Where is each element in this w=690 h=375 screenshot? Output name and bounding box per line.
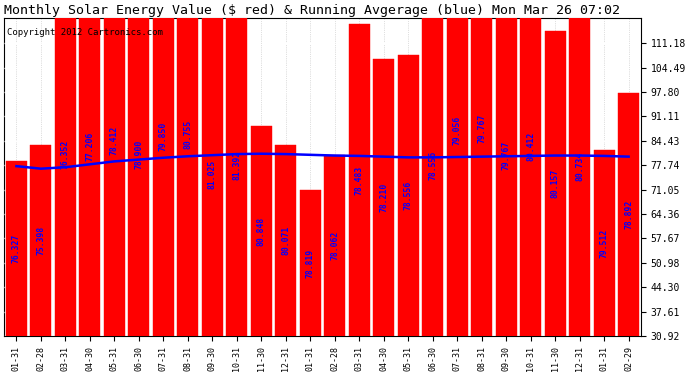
- Text: 75.398: 75.398: [37, 226, 46, 255]
- Text: 81.025: 81.025: [208, 160, 217, 189]
- Text: 78.556: 78.556: [428, 151, 437, 180]
- Bar: [251, 126, 272, 336]
- Bar: [226, 0, 247, 336]
- Text: 79.056: 79.056: [453, 116, 462, 146]
- Bar: [373, 59, 394, 336]
- Bar: [618, 93, 639, 336]
- Bar: [153, 0, 174, 336]
- Bar: [496, 0, 517, 336]
- Bar: [447, 0, 468, 336]
- Text: 78.412: 78.412: [110, 125, 119, 154]
- Text: 80.734: 80.734: [575, 152, 584, 181]
- Bar: [300, 190, 321, 336]
- Text: 80.412: 80.412: [526, 132, 535, 161]
- Text: 80.071: 80.071: [282, 226, 290, 255]
- Bar: [79, 0, 100, 336]
- Bar: [544, 32, 566, 336]
- Bar: [349, 24, 370, 336]
- Text: 79.767: 79.767: [477, 114, 486, 143]
- Bar: [324, 156, 345, 336]
- Text: 78.556: 78.556: [404, 181, 413, 210]
- Text: Monthly Solar Energy Value ($ red) & Running Avgerage (blue) Mon Mar 26 07:02: Monthly Solar Energy Value ($ red) & Run…: [4, 4, 620, 17]
- Text: 76.352: 76.352: [61, 140, 70, 169]
- Bar: [520, 0, 541, 336]
- Text: 76.327: 76.327: [12, 234, 21, 263]
- Text: 81.392: 81.392: [233, 151, 241, 180]
- Bar: [55, 0, 76, 336]
- Bar: [30, 144, 51, 336]
- Bar: [104, 0, 125, 336]
- Text: 78.819: 78.819: [306, 249, 315, 278]
- Bar: [569, 0, 590, 336]
- Bar: [398, 55, 419, 336]
- Bar: [6, 161, 27, 336]
- Text: 78.900: 78.900: [135, 140, 144, 169]
- Text: 79.512: 79.512: [600, 228, 609, 258]
- Text: 80.157: 80.157: [551, 169, 560, 198]
- Bar: [593, 150, 615, 336]
- Bar: [202, 13, 223, 336]
- Bar: [275, 144, 296, 336]
- Text: 80.755: 80.755: [184, 120, 193, 149]
- Text: 79.850: 79.850: [159, 122, 168, 151]
- Text: 79.767: 79.767: [502, 141, 511, 170]
- Bar: [471, 0, 492, 336]
- Text: 80.848: 80.848: [257, 217, 266, 246]
- Bar: [177, 0, 198, 336]
- Bar: [128, 0, 149, 336]
- Text: 78.892: 78.892: [624, 200, 633, 230]
- Text: 78.483: 78.483: [355, 165, 364, 195]
- Text: Copyright 2012 Cartronics.com: Copyright 2012 Cartronics.com: [8, 28, 164, 37]
- Text: 77.206: 77.206: [86, 132, 95, 161]
- Bar: [422, 0, 443, 336]
- Text: 78.210: 78.210: [380, 183, 388, 212]
- Text: 78.062: 78.062: [331, 231, 339, 260]
